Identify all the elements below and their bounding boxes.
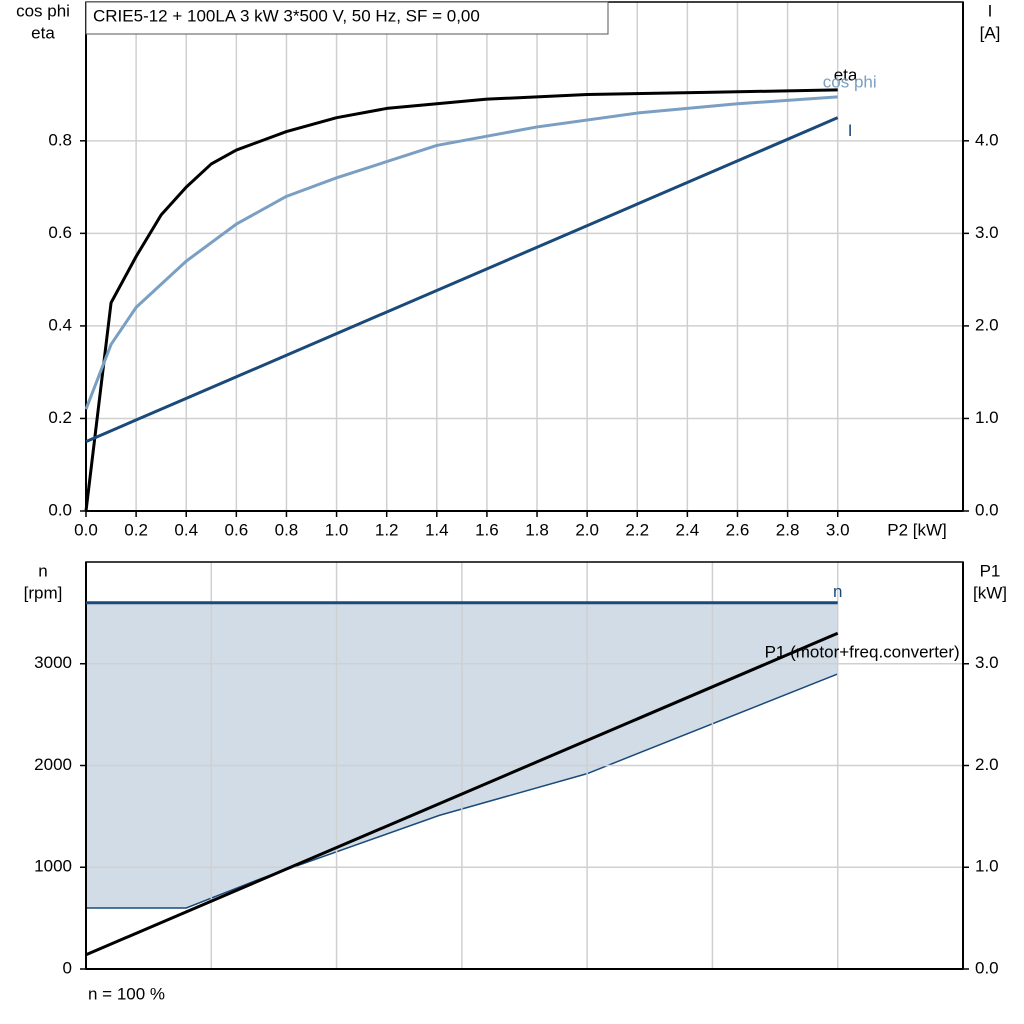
y-tick-label: 1000 — [34, 857, 72, 876]
title-box — [85, 1, 609, 35]
y-tick-label: 0.8 — [48, 130, 72, 149]
y2-tick-label: 3.0 — [975, 653, 999, 672]
x-tick-label: 0.8 — [275, 520, 299, 539]
y-tick-label: 2000 — [34, 755, 72, 774]
y-axis-label: [rpm] — [24, 583, 63, 602]
note: n = 100 % — [88, 984, 165, 1003]
y-tick-label: 0.0 — [48, 500, 72, 519]
chart-title: CRIE5-12 + 100LA 3 kW 3*500 V, 50 Hz, SF… — [93, 6, 480, 25]
x-tick-label: 0.4 — [174, 520, 198, 539]
x-tick-label: 1.0 — [325, 520, 349, 539]
y-tick-label: 0.4 — [48, 315, 72, 334]
x-tick-label: 2.2 — [625, 520, 649, 539]
y-tick-label: 0.2 — [48, 408, 72, 427]
series-label: n — [833, 582, 842, 601]
series-line — [85, 116, 839, 443]
x-tick-label: 1.4 — [425, 520, 449, 539]
y2-tick-label: 0.0 — [975, 500, 999, 519]
y2-tick-label: 0.0 — [975, 958, 999, 977]
y2-tick-label: 3.0 — [975, 223, 999, 242]
y2-tick-label: 4.0 — [975, 130, 999, 149]
series-line — [84, 88, 838, 512]
y2-tick-label: 1.0 — [975, 857, 999, 876]
series-label: I — [848, 121, 853, 140]
x-tick-label: 1.8 — [525, 520, 549, 539]
series-line — [84, 95, 838, 410]
series-label: P1 (motor+freq.converter) — [765, 643, 960, 662]
series-label: cos phi — [823, 72, 877, 91]
x-tick-label: 1.2 — [375, 520, 399, 539]
y2-tick-label: 2.0 — [975, 755, 999, 774]
x-tick-label: 0.2 — [124, 520, 148, 539]
y2-axis-label: P1 — [980, 561, 1001, 580]
x-tick-label: 2.0 — [575, 520, 599, 539]
y2-axis-label: I — [988, 1, 993, 20]
y-tick-label: 0 — [63, 958, 72, 977]
y2-tick-label: 1.0 — [975, 408, 999, 427]
x-tick-label: 0.0 — [74, 520, 98, 539]
series-label: eta — [834, 65, 858, 84]
y-axis-label: eta — [31, 23, 55, 42]
y2-tick-label: 2.0 — [975, 315, 999, 334]
x-axis-label: P2 [kW] — [887, 520, 947, 539]
y-axis-label: n — [38, 561, 47, 580]
x-tick-label: 2.4 — [676, 520, 700, 539]
x-tick-label: 1.6 — [475, 520, 499, 539]
min-speed-line — [86, 673, 838, 909]
x-tick-label: 3.0 — [826, 520, 850, 539]
series-line — [85, 631, 839, 957]
x-tick-label: 2.8 — [776, 520, 800, 539]
y2-axis-label: [A] — [980, 23, 1001, 42]
y-tick-label: 3000 — [34, 653, 72, 672]
x-tick-label: 2.6 — [726, 520, 750, 539]
x-tick-label: 0.6 — [225, 520, 249, 539]
y-axis-label: cos phi — [16, 1, 70, 20]
y-tick-label: 0.6 — [48, 223, 72, 242]
y2-axis-label: [kW] — [973, 583, 1007, 602]
